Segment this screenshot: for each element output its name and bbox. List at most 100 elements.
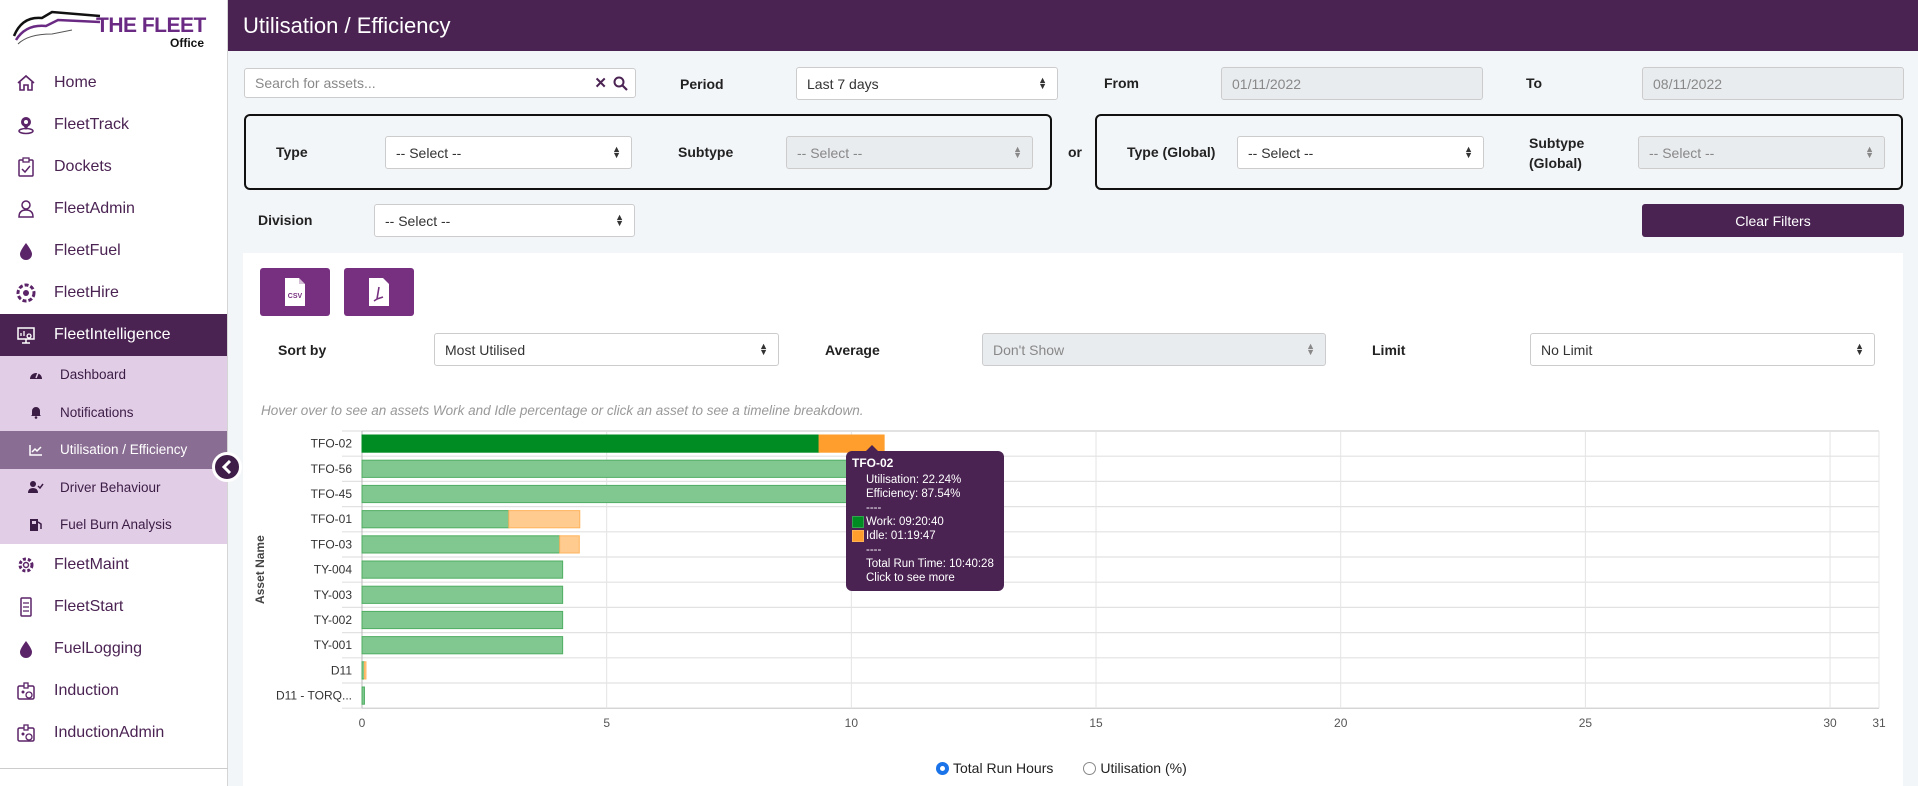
subtype-global-select[interactable]: -- Select -- ▲ ▼ [1638, 136, 1885, 169]
export-pdf-button[interactable] [344, 268, 414, 316]
subtype-value: -- Select -- [797, 144, 863, 161]
chart-mode-radios: Total Run Hours Utilisation (%) [936, 760, 1187, 776]
tooltip-separator: ---- [866, 502, 882, 514]
sidebar-item-induction[interactable]: Induction [0, 670, 227, 712]
logo[interactable]: THE FLEET Office [0, 0, 227, 52]
chart-tooltip: TFO-02 Utilisation: 22.24% Efficiency: 8… [846, 445, 1004, 591]
type-label: Type [276, 144, 308, 160]
page-title: Utilisation / Efficiency [243, 13, 451, 38]
sidebar-item-label: FleetIntelligence [54, 326, 171, 343]
sidebar-subitem-dashboard[interactable]: Dashboard [0, 356, 227, 394]
sidebar-nav-lower: FleetMaint FleetStart FuelLogging Induct… [0, 544, 227, 754]
sidebar-item-fleetmaint[interactable]: FleetMaint [0, 544, 227, 586]
export-csv-button[interactable]: CSV [260, 268, 330, 316]
sidebar-item-fleetintelligence[interactable]: FleetIntelligence [0, 314, 227, 356]
sort-by-select[interactable]: Most Utilised ▲ ▼ [434, 333, 779, 366]
select-arrows-icon: ▲ ▼ [1464, 144, 1473, 160]
radio-checked-icon[interactable] [936, 761, 949, 775]
limit-value: No Limit [1541, 341, 1593, 358]
sidebar-item-label: FleetTrack [54, 116, 129, 133]
csv-file-icon: CSV [285, 278, 305, 306]
type-select[interactable]: -- Select -- ▲ ▼ [385, 136, 632, 169]
fuel-pump-icon [28, 518, 44, 532]
select-arrows-icon: ▲ ▼ [759, 341, 768, 357]
user-check-icon [28, 480, 44, 494]
sidebar-item-dockets[interactable]: Dockets [0, 146, 227, 188]
search-input[interactable]: Search for assets... ✕ [244, 68, 636, 98]
user-admin-icon [14, 197, 38, 221]
sidebar-subitem-label: Fuel Burn Analysis [60, 517, 172, 533]
clear-search-icon[interactable]: ✕ [594, 75, 607, 92]
work-swatch-icon [852, 516, 864, 528]
tooltip-idle-text: Idle: 01:19:47 [866, 530, 936, 542]
fuel-drop-icon [14, 637, 38, 661]
clipboard-check-icon [14, 155, 38, 179]
subtype-label: Subtype [678, 144, 734, 160]
sidebar-item-label: InductionAdmin [54, 723, 165, 741]
division-select[interactable]: -- Select -- ▲ ▼ [374, 204, 635, 237]
tooltip-efficiency: Efficiency: 87.54% [866, 488, 961, 500]
period-label: Period [680, 76, 724, 92]
radio-utilisation[interactable]: Utilisation (%) [1083, 760, 1187, 776]
limit-select[interactable]: No Limit ▲ ▼ [1530, 333, 1875, 366]
search-placeholder: Search for assets... [255, 75, 376, 91]
hire-wheel-icon [14, 281, 38, 305]
sidebar-item-fleettrack[interactable]: FleetTrack [0, 104, 227, 146]
sidebar-subitem-utilisation[interactable]: Utilisation / Efficiency [0, 431, 227, 469]
period-select[interactable]: Last 7 days ▲ ▼ [796, 67, 1058, 100]
sidebar-subitem-notifications[interactable]: Notifications [0, 394, 227, 432]
collapse-sidebar-button[interactable] [212, 452, 242, 482]
sidebar-subitem-label: Dashboard [60, 367, 127, 383]
radio-total-run-hours[interactable]: Total Run Hours [936, 760, 1053, 776]
sidebar-item-fleetstart[interactable]: FleetStart [0, 586, 227, 628]
select-arrows-icon: ▲ ▼ [612, 144, 621, 160]
id-badge-icon [14, 679, 38, 703]
sidebar-item-label: FleetStart [54, 597, 124, 615]
sidebar-item-fuellogging[interactable]: FuelLogging [0, 628, 227, 670]
global-type-filter-group [1095, 114, 1903, 190]
page-header: Utilisation / Efficiency [228, 0, 1918, 51]
subtype-global-label: Subtype (Global) [1529, 133, 1584, 173]
sidebar-divider [0, 768, 228, 769]
line-chart-icon [28, 443, 44, 457]
chart-plot-area[interactable] [362, 431, 1879, 706]
sidebar-item-inductionadmin[interactable]: InductionAdmin [0, 712, 227, 754]
sidebar-subitem-fuel-burn[interactable]: Fuel Burn Analysis [0, 506, 227, 544]
clear-filters-button[interactable]: Clear Filters [1642, 204, 1904, 237]
location-pin-icon [14, 113, 38, 137]
tooltip-separator: ---- [866, 544, 882, 556]
sidebar-item-fleethire[interactable]: FleetHire [0, 272, 227, 314]
subtype-select[interactable]: -- Select -- ▲ ▼ [786, 136, 1033, 169]
sort-by-value: Most Utilised [445, 341, 526, 358]
subtype-global-label-line1: Subtype [1529, 135, 1585, 151]
average-select[interactable]: Don't Show ▲ ▼ [982, 333, 1326, 366]
brand-name: THE FLEET [96, 14, 206, 37]
chart-hint: Hover over to see an assets Work and Idl… [261, 403, 864, 418]
type-global-select[interactable]: -- Select -- ▲ ▼ [1237, 136, 1484, 169]
tooltip-work: Work: 09:20:40 [852, 515, 998, 529]
radio-unchecked-icon[interactable] [1083, 761, 1097, 775]
sidebar-item-label: FleetHire [54, 284, 119, 301]
search-icon[interactable] [613, 76, 628, 91]
sidebar-item-fleetadmin[interactable]: FleetAdmin [0, 188, 227, 230]
radio-label: Utilisation (%) [1100, 760, 1187, 776]
chevron-left-icon [221, 460, 232, 474]
subtype-global-value: -- Select -- [1649, 144, 1715, 161]
type-value: -- Select -- [396, 144, 462, 161]
to-date-input[interactable]: 08/11/2022 [1642, 67, 1904, 100]
gauge-icon [28, 368, 44, 382]
from-date-input[interactable]: 01/11/2022 [1221, 67, 1483, 100]
radio-label: Total Run Hours [953, 760, 1054, 776]
sidebar-item-fleetfuel[interactable]: FleetFuel [0, 230, 227, 272]
svg-text:CSV: CSV [288, 293, 303, 300]
sidebar-item-label: Dockets [54, 158, 112, 175]
sidebar-nav: Home FleetTrack Dockets FleetAdmin Fleet… [0, 62, 227, 356]
type-global-label: Type (Global) [1127, 144, 1216, 160]
tooltip-idle: Idle: 01:19:47 [852, 529, 998, 543]
sidebar-subitem-driver-behaviour[interactable]: Driver Behaviour [0, 469, 227, 507]
sidebar-item-label: FleetFuel [54, 242, 121, 259]
pdf-file-icon [369, 278, 389, 306]
division-label: Division [258, 212, 313, 228]
sidebar-item-home[interactable]: Home [0, 62, 227, 104]
brand-sub: Office [170, 36, 205, 50]
